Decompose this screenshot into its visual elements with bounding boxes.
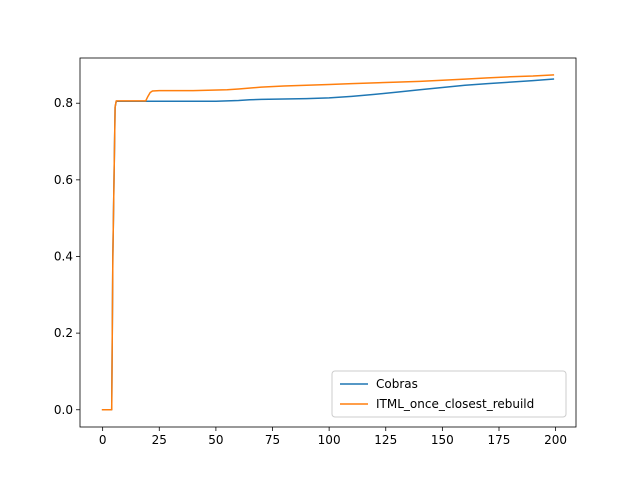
x-tick-label: 0 [99,433,107,447]
legend-label: ITML_once_closest_rebuild [376,397,534,411]
legend-label: Cobras [376,377,418,391]
y-tick-label: 0.2 [54,326,73,340]
legend-box [331,370,567,418]
x-tick-label: 50 [208,433,223,447]
x-tick-label: 150 [431,433,454,447]
y-tick-label: 0.0 [54,403,73,417]
series-line-itml-once-closest-rebuild [101,74,555,411]
x-tick-label: 175 [488,433,511,447]
axes: 0 25 50 75 100 125 150 175 200 0.0 0.2 0.4 0.6 0.8 [54,57,577,447]
x-tick-label: 75 [265,433,280,447]
x-tick-label: 200 [544,433,567,447]
legend: Cobras ITML_once_closest_rebuild [331,370,567,418]
x-tick-label: 125 [374,433,397,447]
y-tick-label: 0.8 [54,96,73,110]
y-tick-label: 0.6 [54,173,73,187]
axes-frame [79,57,577,428]
x-tick-label: 100 [318,433,341,447]
plot-area [101,74,555,411]
x-tick-label: 25 [152,433,167,447]
y-tick-label: 0.4 [54,249,73,263]
